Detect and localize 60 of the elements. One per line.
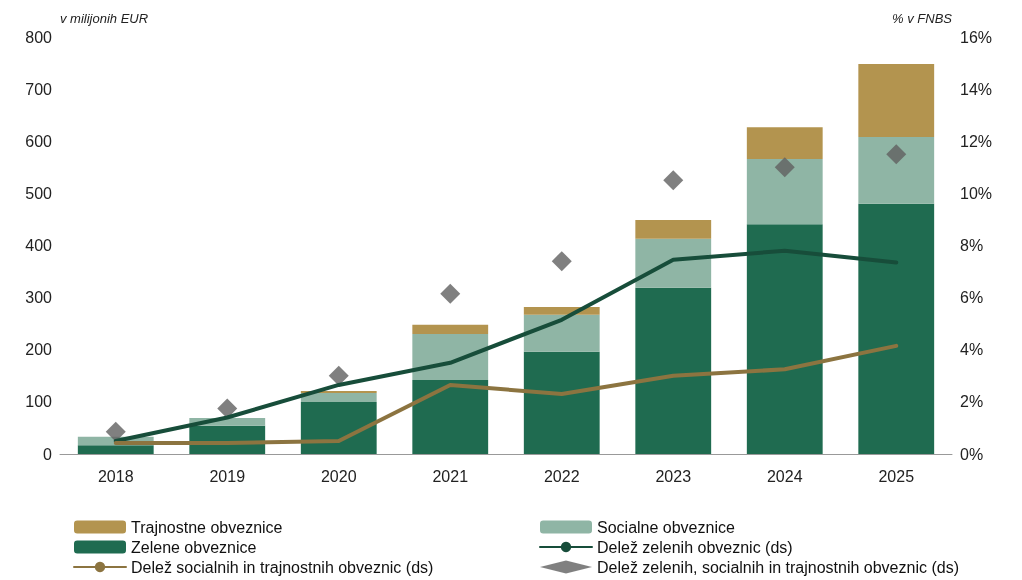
bar [746,158,823,225]
bar [77,445,154,454]
bar [635,287,712,454]
y2-axis-title: % v FNBS [892,11,953,26]
y2-tick-label: 12% [960,132,993,150]
y2-tick-label: 8% [960,237,984,254]
bar [858,203,935,454]
legend-label: Delež socialnih in trajnostnih obveznic (ds) [131,558,434,576]
bar [746,224,823,454]
x-tick-label: 2023 [655,467,692,485]
y2-tick-label: 16% [960,28,993,46]
y2-tick-label: 6% [960,289,984,307]
point [774,157,795,178]
x-tick-label: 2022 [543,467,580,485]
y-tick-label: 200 [25,341,53,359]
y-tick-label: 400 [25,237,53,254]
legend-label: Trajnostne obveznice [131,518,283,536]
bar [412,324,489,335]
bar [523,351,600,454]
bar [412,334,489,380]
point [217,398,238,419]
bar [635,219,712,239]
point [105,421,126,442]
legend-label: Socialne obveznice [597,518,735,536]
bar [412,379,489,454]
y-tick-label: 800 [25,28,53,46]
y-tick-label: 0 [43,445,53,463]
point [440,283,461,304]
point [551,251,572,272]
bar [300,401,377,454]
y2-tick-label: 0% [960,445,984,463]
y-tick-label: 700 [25,80,53,98]
y2-tick-label: 4% [960,341,984,359]
y2-tick-label: 2% [960,393,984,411]
x-tick-label: 2019 [209,467,246,485]
legend-label: Delež zelenih, socialnih in trajnostnih obveznic (ds) [597,558,959,576]
y-tick-label: 300 [25,289,53,307]
point [663,170,684,191]
y2-tick-label: 10% [960,184,993,202]
bar [858,64,935,138]
line-series [113,343,899,446]
x-tick-label: 2018 [97,467,134,485]
x-tick-label: 2025 [878,467,915,485]
y-tick-label: 500 [25,184,53,202]
bar [523,314,600,352]
x-tick-label: 2020 [320,467,357,485]
y-tick-label: 100 [25,393,53,411]
x-tick-label: 2021 [432,467,469,485]
y-tick-label: 600 [25,132,53,150]
y2-tick-label: 14% [960,80,993,98]
bar [635,238,712,288]
bar [858,137,935,204]
bar [746,127,823,159]
x-tick-label: 2024 [766,467,803,485]
y-axis-title: v milijonih EUR [60,11,149,26]
point [328,365,349,386]
point [886,144,907,165]
legend-label: Delež zelenih obveznic (ds) [597,538,793,556]
legend-label: Zelene obveznice [131,538,257,556]
bar [300,393,377,402]
